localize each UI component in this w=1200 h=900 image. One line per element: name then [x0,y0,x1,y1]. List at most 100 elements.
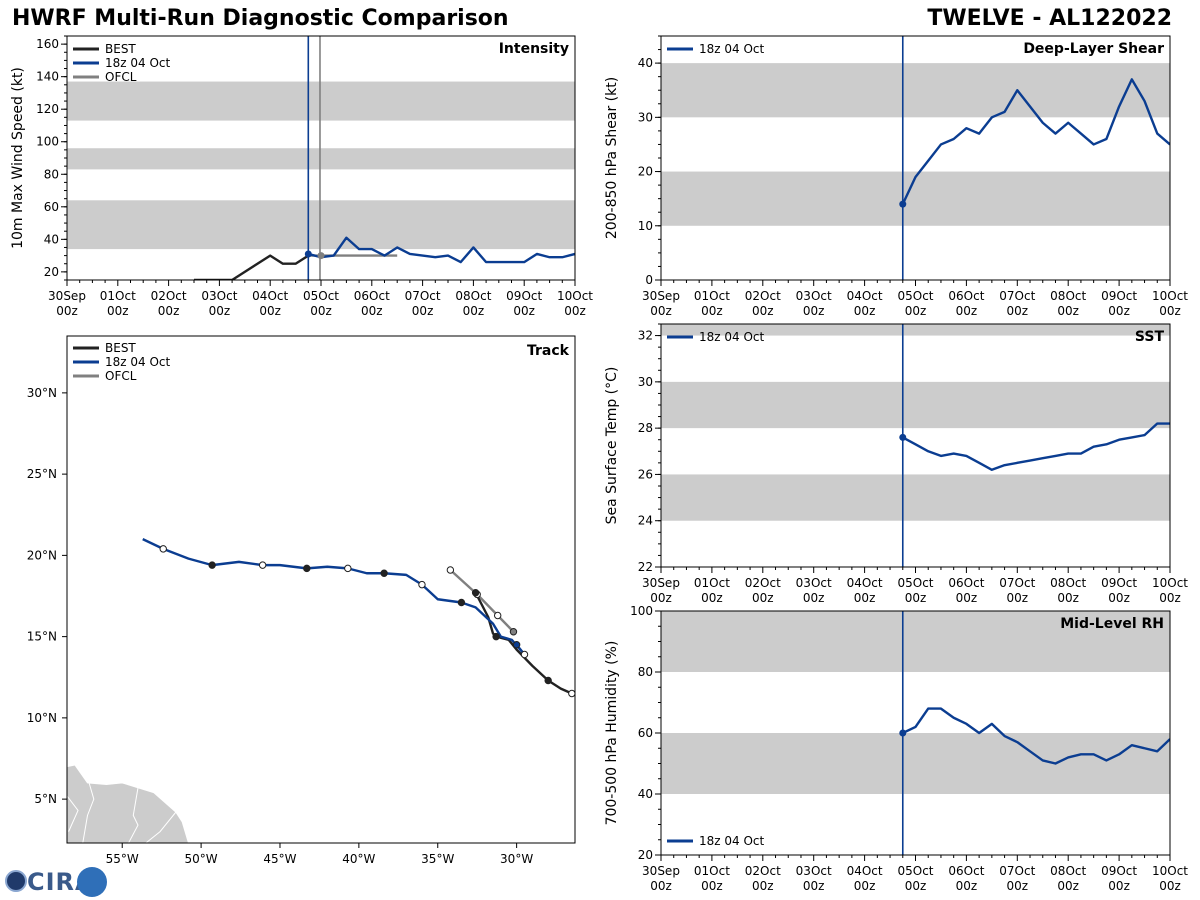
sst-x-tick-label-hour: 00z [854,591,876,605]
intensity-band-0 [67,200,575,250]
sst-y-tick-label: 28 [638,421,653,435]
sst-y-tick-label: 32 [638,329,653,343]
track-country-border-0 [82,782,95,843]
track-point-ofcl [509,628,518,636]
intensity-x-tick-label-hour: 00z [564,304,586,318]
intensity-y-axis-label: 10m Max Wind Speed (kt) [10,67,26,249]
track-y-tick-label: 10°N [27,711,57,725]
sst-x-tick-label-hour: 00z [905,591,927,605]
track-x-tick-label: 55°W [106,852,139,866]
shear-init-point [899,200,907,208]
rh-series-18z-04-oct [902,707,1170,765]
rh-x-tick-label-date: 08Oct [1050,864,1086,878]
shear-y-tick-label: 10 [638,219,653,233]
shear-y-tick-label: 30 [638,110,653,124]
intensity-y-tick-label: 40 [44,232,59,246]
rh-band-0 [661,733,1170,794]
shear-x-tick-label-hour: 00z [905,304,927,318]
rh-x-tick-label-hour: 00z [1108,879,1130,893]
shear-band-0 [661,171,1170,226]
shear-x-tick-label-hour: 00z [1108,304,1130,318]
intensity-x-tick-label-hour: 00z [209,304,231,318]
track-frame [66,335,576,844]
shear-x-tick-label-date: 02Oct [745,289,781,303]
rh-x-tick-label-date: 04Oct [847,864,883,878]
sst-y-tick-label: 24 [638,514,653,528]
sst-x-tick-label-hour: 00z [1159,591,1181,605]
sst-x-tick-label-date: 04Oct [847,576,883,590]
shear-x-tick-label-date: 01Oct [694,289,730,303]
intensity-y-tick-label: 60 [44,200,59,214]
sst-x-tick-label-date: 05Oct [897,576,933,590]
shear-x-tick-label-date: 08Oct [1050,289,1086,303]
sst-x-tick-label-date: 01Oct [694,576,730,590]
shear-x-tick-label-date: 04Oct [847,289,883,303]
nesdis-badge-icon [77,867,107,897]
shear-x-tick-label-hour: 00z [803,304,825,318]
track-country-border-1 [128,787,139,843]
intensity-x-tick-label-date: 06Oct [354,289,390,303]
track-point-best [568,689,576,698]
rh-y-tick-label: 20 [638,848,653,862]
shear-x-tick-label-date: 06Oct [948,289,984,303]
sst-frame [660,323,1171,568]
intensity-x-tick-label-hour: 00z [463,304,485,318]
shear-x-tick-label-date: 10Oct [1152,289,1188,303]
shear-x-tick-label-date: 30Sep [642,289,680,303]
shear-x-tick-label-hour: 00z [1007,304,1029,318]
track-y-tick-label: 30°N [27,386,57,400]
track-panel-title: Track [527,343,570,359]
intensity-x-tick-label-date: 07Oct [405,289,441,303]
track-country-border-2 [145,811,177,843]
intensity-x-tick-label-date: 04Oct [252,289,288,303]
shear-x-tick-label-hour: 00z [1159,304,1181,318]
rh-y-tick-label: 60 [638,726,653,740]
intensity-legend-best: BEST [105,42,136,56]
sst-band-0 [661,474,1170,521]
track-y-tick-label: 5°N [34,792,57,806]
rh-x-tick-label-date: 10Oct [1152,864,1188,878]
shear-x-tick-label-hour: 00z [650,304,672,318]
intensity-y-tick-label: 120 [36,102,59,116]
intensity-x-tick-label-date: 03Oct [201,289,237,303]
shear-x-tick-label-hour: 00z [1057,304,1079,318]
track-point-ofcl [493,611,502,620]
track-y-tick-label: 20°N [27,548,57,562]
track-point-run [258,561,267,569]
track-x-tick-label: 50°W [185,852,218,866]
rh-x-tick-label-date: 09Oct [1101,864,1137,878]
track-line-run [142,538,526,656]
shear-y-axis-label: 200-850 hPa Shear (kt) [604,77,620,239]
sst-x-tick-label-date: 07Oct [999,576,1035,590]
intensity-band-1 [67,148,575,170]
rh-y-axis-label: 700-500 hPa Humidity (%) [604,641,620,826]
track-point-run [303,564,311,573]
intensity-x-tick-label-date: 30Sep [48,289,86,303]
intensity-series-18z-04-oct [308,236,575,264]
track-point-run [208,561,216,569]
rh-y-tick-label: 80 [638,665,653,679]
intensity-ofcl-point [317,252,325,260]
rh-y-tick-label: 40 [638,787,653,801]
track-point-run [520,650,529,659]
sst-x-tick-label-date: 08Oct [1050,576,1086,590]
track-x-tick-label: 45°W [263,852,296,866]
sst-y-tick-label: 22 [638,560,653,574]
intensity-x-tick-label-date: 08Oct [455,289,491,303]
shear-panel-title: Deep-Layer Shear [1023,41,1164,57]
rh-x-tick-label-hour: 00z [956,879,978,893]
track-y-tick-label: 15°N [27,630,57,644]
sst-x-tick-label-date: 03Oct [796,576,832,590]
logo-badge-icon [5,870,27,892]
rh-x-tick-label-hour: 00z [650,879,672,893]
track-point-run [512,641,521,649]
sst-x-tick-label-hour: 00z [956,591,978,605]
sst-y-tick-label: 30 [638,375,653,389]
intensity-x-tick-label-date: 05Oct [303,289,339,303]
intensity-x-tick-label-date: 09Oct [506,289,542,303]
shear-legend-run: 18z 04 Oct [699,42,765,56]
sst-y-tick-label: 26 [638,467,653,481]
shear-y-tick-label: 0 [645,273,653,287]
shear-y-tick-label: 20 [638,165,653,179]
